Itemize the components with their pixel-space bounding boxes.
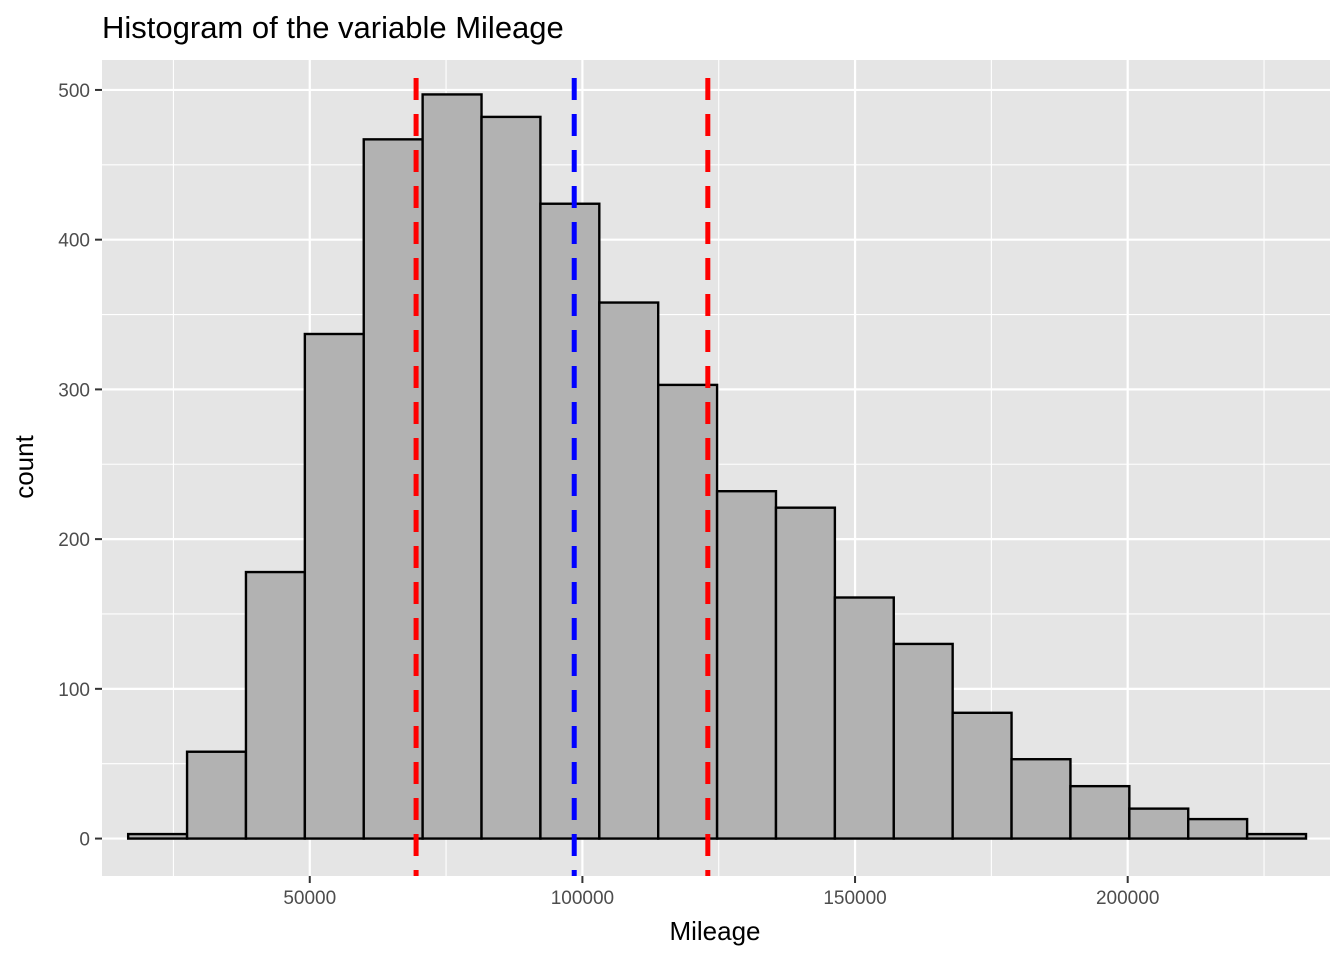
y-axis: 0 100 200 300 400 500 xyxy=(58,81,102,851)
x-tick-label: 200000 xyxy=(1096,888,1159,909)
y-tick-label: 0 xyxy=(79,830,90,851)
x-axis: 50000 100000 150000 200000 xyxy=(283,876,1159,909)
histogram-bar xyxy=(126,832,189,840)
histogram-bar xyxy=(421,93,483,840)
histogram-bar xyxy=(480,115,542,840)
histogram-bars xyxy=(126,93,1308,840)
histogram-bar xyxy=(715,490,778,840)
x-axis-title: Mileage xyxy=(669,916,760,946)
histogram-bar xyxy=(598,301,660,840)
x-tick-label: 50000 xyxy=(283,888,336,909)
histogram-bar xyxy=(539,202,601,840)
y-tick-label: 100 xyxy=(58,680,90,701)
histogram-bar xyxy=(303,332,365,840)
reference-lines xyxy=(413,78,711,876)
histogram-bar xyxy=(892,642,954,840)
histogram-bar xyxy=(656,383,719,840)
histogram-bar xyxy=(362,138,424,840)
histogram-bar xyxy=(1245,832,1308,840)
chart-title: Histogram of the variable Mileage xyxy=(102,10,564,45)
histogram-bar xyxy=(1010,758,1072,840)
histogram-bar xyxy=(185,750,248,840)
y-tick-label: 500 xyxy=(58,81,90,102)
y-tick-label: 200 xyxy=(58,530,90,551)
histogram-bar xyxy=(951,711,1013,840)
histogram-bar xyxy=(1069,784,1131,840)
y-tick-label: 400 xyxy=(58,231,90,252)
histogram-bar xyxy=(244,570,307,840)
x-tick-label: 100000 xyxy=(551,888,614,909)
histogram-bar xyxy=(1187,817,1249,840)
histogram-bar xyxy=(1128,807,1190,840)
x-tick-label: 150000 xyxy=(823,888,886,909)
histogram-bar xyxy=(833,596,895,840)
y-tick-label: 300 xyxy=(58,380,90,401)
histogram-bar xyxy=(774,506,837,840)
y-axis-title: count xyxy=(9,434,39,498)
